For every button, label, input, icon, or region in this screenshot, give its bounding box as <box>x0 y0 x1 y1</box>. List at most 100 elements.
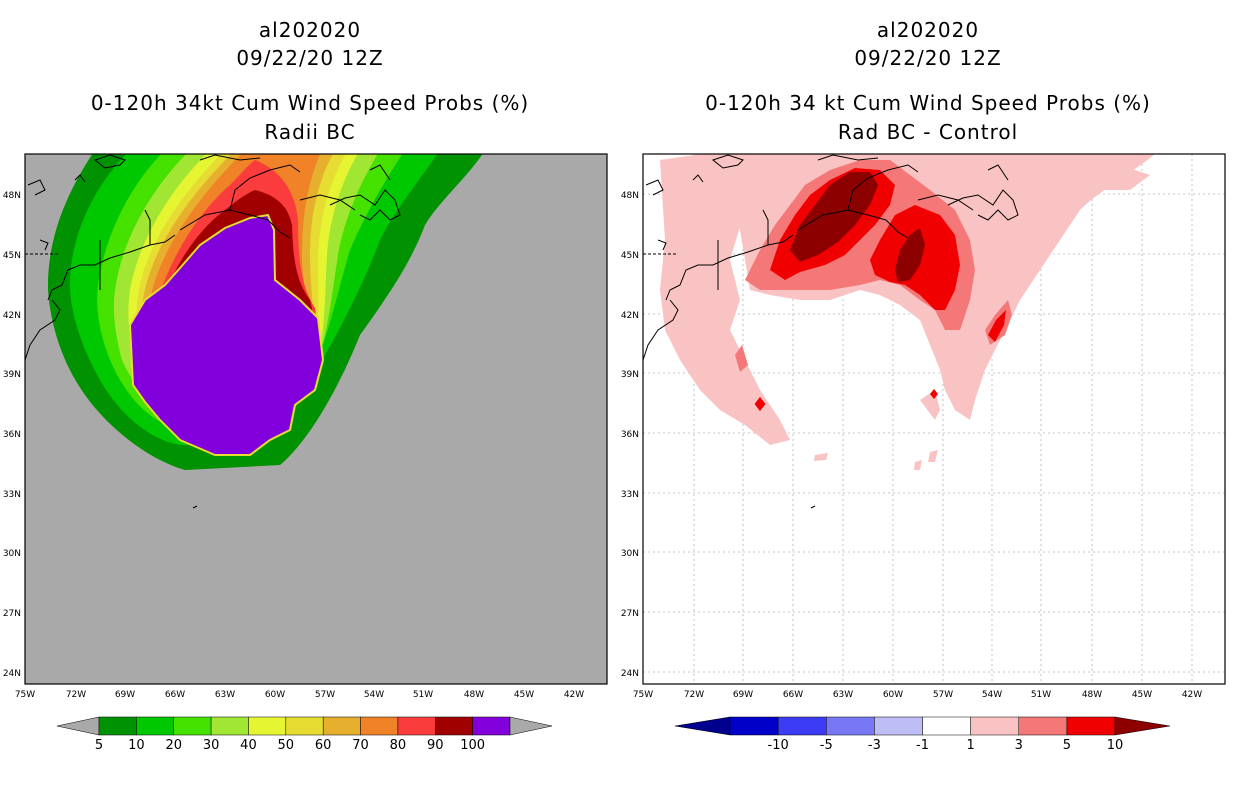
left-lat-label: 39N <box>3 370 21 380</box>
diff-band-5-10 <box>753 395 767 413</box>
left-colorbar-swatch <box>360 716 399 736</box>
right-lat-label: 45N <box>621 251 639 261</box>
left-colorbar-label: 100 <box>460 738 485 753</box>
right-lon-label: 60W <box>883 690 903 700</box>
right-map-frame <box>642 153 1226 685</box>
right-lat-label: 27N <box>621 609 639 619</box>
left-colorbar-swatch <box>322 716 361 736</box>
left-subtitle: Radii BC <box>264 120 356 144</box>
left-colorbar: 5 10 20 30 40 50 60 70 80 90 100 <box>56 716 553 753</box>
left-lon-label: 45W <box>514 690 534 700</box>
right-lat-labels: 48N 45N 42N 39N 36N 33N 30N 27N 24N <box>621 191 639 679</box>
left-colorbar-swatch <box>173 716 212 736</box>
diff-band-1-3 <box>660 154 790 445</box>
right-colorbar-swatch <box>826 716 875 736</box>
right-lon-label: 51W <box>1031 690 1051 700</box>
diff-band-1-3 <box>814 453 828 461</box>
diff-band-1-3 <box>665 232 682 248</box>
diff-band-1-3 <box>1095 165 1150 190</box>
left-colorbar-label: 60 <box>315 738 332 753</box>
right-colorbar-swatch <box>729 716 779 736</box>
diff-band-over-10 <box>790 172 878 262</box>
right-colorbar-label: -5 <box>820 738 833 753</box>
left-map-frame <box>24 153 608 685</box>
left-colorbar-swatch <box>435 716 473 736</box>
right-colorbar-swatch <box>777 716 827 736</box>
left-lon-label: 69W <box>115 690 135 700</box>
right-subtitle: Rad BC - Control <box>837 120 1019 144</box>
right-bermuda <box>810 505 816 509</box>
left-lon-label: 57W <box>315 690 335 700</box>
right-lat-label: 36N <box>621 430 639 440</box>
band-100 <box>128 213 325 456</box>
left-colorbar-swatch <box>248 716 287 736</box>
left-colorbar-label: 10 <box>128 738 145 753</box>
left-colorbar-label: 80 <box>390 738 407 753</box>
left-lat-labels: 48N 45N 42N 39N 36N 33N 30N 27N 24N <box>3 191 21 679</box>
right-lon-label: 45W <box>1132 690 1152 700</box>
left-colorbar-label: 30 <box>203 738 220 753</box>
right-colorbar-label: 10 <box>1107 738 1124 753</box>
diff-band-3-5 <box>735 345 748 372</box>
left-colorbar-label: 20 <box>165 738 182 753</box>
left-lat-label: 36N <box>3 430 21 440</box>
right-difference-map: 48N 45N 42N 39N 36N 33N 30N 27N 24N 75W … <box>621 153 1226 700</box>
left-lat-label: 45N <box>3 251 21 261</box>
right-colorbar-under-arrow <box>674 716 731 736</box>
left-colorbar-swatch <box>285 716 324 736</box>
left-lat-label: 42N <box>3 311 21 321</box>
left-coastlines <box>24 154 401 361</box>
left-product-title: 0-120h 34kt Cum Wind Speed Probs (%) <box>90 91 530 115</box>
left-probability-map: 48N 45N 42N 39N 36N 33N 30N 27N 24N 75W … <box>3 153 608 700</box>
left-colorbar-swatch <box>98 716 137 736</box>
right-storm-id: al202020 <box>876 18 980 42</box>
right-colorbar: -10 -5 -3 -1 1 3 5 10 <box>674 716 1171 753</box>
right-colorbar-label: -10 <box>768 738 789 753</box>
right-colorbar-label: 3 <box>1015 738 1023 753</box>
left-lat-label: 24N <box>3 669 21 679</box>
right-datetime: 09/22/20 12Z <box>854 46 1002 70</box>
right-lat-label: 48N <box>621 191 639 201</box>
right-lon-label: 66W <box>783 690 803 700</box>
left-lat-label: 48N <box>3 191 21 201</box>
left-colorbar-swatch <box>397 716 436 736</box>
right-colorbar-swatch <box>922 716 971 736</box>
left-lon-label: 72W <box>66 690 86 700</box>
left-colorbar-under-arrow <box>56 716 100 736</box>
left-lat-label: 30N <box>3 549 21 559</box>
right-lon-labels: 75W 72W 69W 66W 63W 60W 57W 54W 51W 48W … <box>633 690 1202 700</box>
diff-band-1-3 <box>928 450 938 462</box>
left-lon-label: 51W <box>413 690 433 700</box>
right-colorbar-label: 1 <box>966 738 974 753</box>
right-colorbar-over-arrow <box>1114 716 1171 736</box>
diff-band-5-10 <box>930 389 938 399</box>
right-lat-label: 39N <box>621 370 639 380</box>
right-product-title: 0-120h 34 kt Cum Wind Speed Probs (%) <box>705 91 1151 115</box>
right-colorbar-swatch <box>970 716 1019 736</box>
right-colorbar-label: -1 <box>916 738 929 753</box>
left-colorbar-swatch <box>136 716 174 736</box>
right-lat-label: 24N <box>621 669 639 679</box>
diff-band-over-10 <box>895 228 925 282</box>
right-lon-label: 63W <box>833 690 853 700</box>
left-lon-labels: 75W 72W 69W 66W 63W 60W 57W 54W 51W 48W … <box>15 690 584 700</box>
left-colorbar-label: 50 <box>278 738 295 753</box>
left-datetime: 09/22/20 12Z <box>236 46 384 70</box>
left-storm-id: al202020 <box>258 18 362 42</box>
right-lat-label: 42N <box>621 311 639 321</box>
right-coastlines <box>642 154 1019 361</box>
left-lon-label: 42W <box>564 690 584 700</box>
right-lat-label: 33N <box>621 490 639 500</box>
right-lat-label: 30N <box>621 549 639 559</box>
right-lon-label: 57W <box>933 690 953 700</box>
left-lon-label: 75W <box>15 690 35 700</box>
right-colorbar-swatch <box>874 716 923 736</box>
right-colorbar-label: 5 <box>1063 738 1071 753</box>
right-colorbar-swatch <box>1018 716 1068 736</box>
left-bermuda <box>192 505 198 509</box>
left-lon-label: 63W <box>215 690 235 700</box>
left-colorbar-label: 40 <box>240 738 257 753</box>
left-colorbar-swatch <box>472 716 511 736</box>
left-colorbar-label: 5 <box>95 738 103 753</box>
left-colorbar-swatch <box>210 716 249 736</box>
